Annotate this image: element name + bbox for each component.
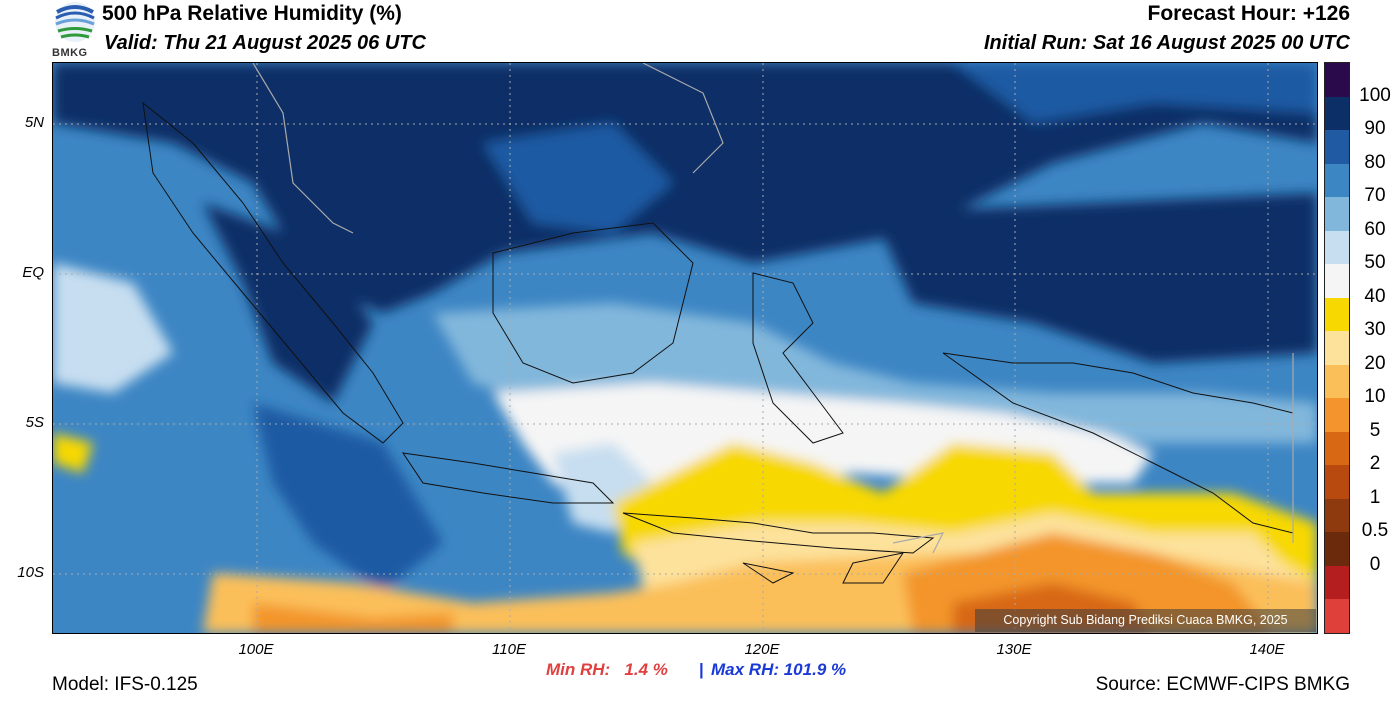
colorbar-label: 90 (1364, 118, 1386, 140)
colorbar-segment (1325, 197, 1349, 232)
colorbar-label: 40 (1364, 285, 1386, 307)
colorbar-label: 5 (1369, 419, 1381, 441)
colorbar-label: 80 (1364, 151, 1386, 173)
borders (252, 62, 1294, 554)
colorbar-label: 50 (1364, 252, 1386, 274)
colorbar-segment (1325, 431, 1349, 466)
colorbar-label: 20 (1364, 352, 1386, 374)
colorbar-segment (1325, 163, 1349, 198)
colorbar-segment (1325, 297, 1349, 332)
min-rh: Min RH: 1.4 % (546, 660, 668, 680)
colorbar-segment (1325, 130, 1349, 165)
colorbar-segment (1325, 230, 1349, 265)
bmkg-logo-text: BMKG (52, 47, 88, 59)
lat-label-eq: EQ (22, 264, 44, 281)
humidity-map (52, 62, 1318, 634)
lat-label-10s: 10S (17, 564, 44, 581)
colorbar-segment (1325, 96, 1349, 131)
colorbar-segment (1325, 264, 1349, 299)
colorbar-segment (1325, 364, 1349, 399)
colorbar-segment (1325, 63, 1349, 98)
valid-time: Valid: Thu 21 August 2025 06 UTC (104, 32, 426, 54)
lon-label-120e: 120E (744, 641, 780, 658)
colorbar-segment (1325, 599, 1349, 634)
chart-title: 500 hPa Relative Humidity (%) (102, 2, 402, 25)
stats-separator: | (699, 660, 704, 679)
colorbar-segment (1325, 331, 1349, 366)
initial-run: Initial Run: Sat 16 August 2025 00 UTC (983, 32, 1350, 54)
humidity-field (53, 62, 1317, 633)
colorbar-label: 1 (1369, 486, 1381, 508)
grid-lines (53, 63, 1317, 633)
min-rh-label: Min RH: (546, 660, 611, 679)
model-label: Model: IFS-0.125 (52, 674, 198, 695)
colorbar-label: 100 (1359, 84, 1391, 106)
forecast-hour: Forecast Hour: +126 (1147, 2, 1351, 25)
colorbar-segment (1325, 565, 1349, 600)
min-rh-value: 1.4 % (624, 660, 668, 679)
colorbar-segment (1325, 532, 1349, 567)
colorbar-label: 70 (1364, 185, 1386, 207)
lat-label-5s: 5S (25, 414, 44, 431)
source-label: Source: ECMWF-CIPS BMKG (1095, 674, 1350, 695)
colorbar-label: 30 (1364, 319, 1386, 341)
bmkg-logo (52, 0, 98, 60)
colorbar-label: 10 (1364, 386, 1386, 408)
colorbar-segment (1325, 398, 1349, 433)
lon-label-100e: 100E (238, 641, 274, 658)
lon-label-130e: 130E (996, 641, 1032, 658)
colorbar-label: 0.5 (1361, 520, 1389, 542)
lat-label-5n: 5N (24, 114, 44, 131)
colorbar-label: 60 (1364, 218, 1386, 240)
colorbar-label: 0 (1369, 553, 1381, 575)
copyright-notice: Copyright Sub Bidang Prediksi Cuaca BMKG… (975, 609, 1316, 632)
lon-label-110e: 110E (492, 641, 526, 658)
colorbar (1324, 62, 1350, 634)
max-rh: Max RH: 101.9 % (711, 660, 847, 679)
colorbar-label: 2 (1369, 453, 1381, 475)
colorbar-segment (1325, 465, 1349, 500)
colorbar-segment (1325, 498, 1349, 533)
lon-label-140e: 140E (1249, 641, 1285, 658)
